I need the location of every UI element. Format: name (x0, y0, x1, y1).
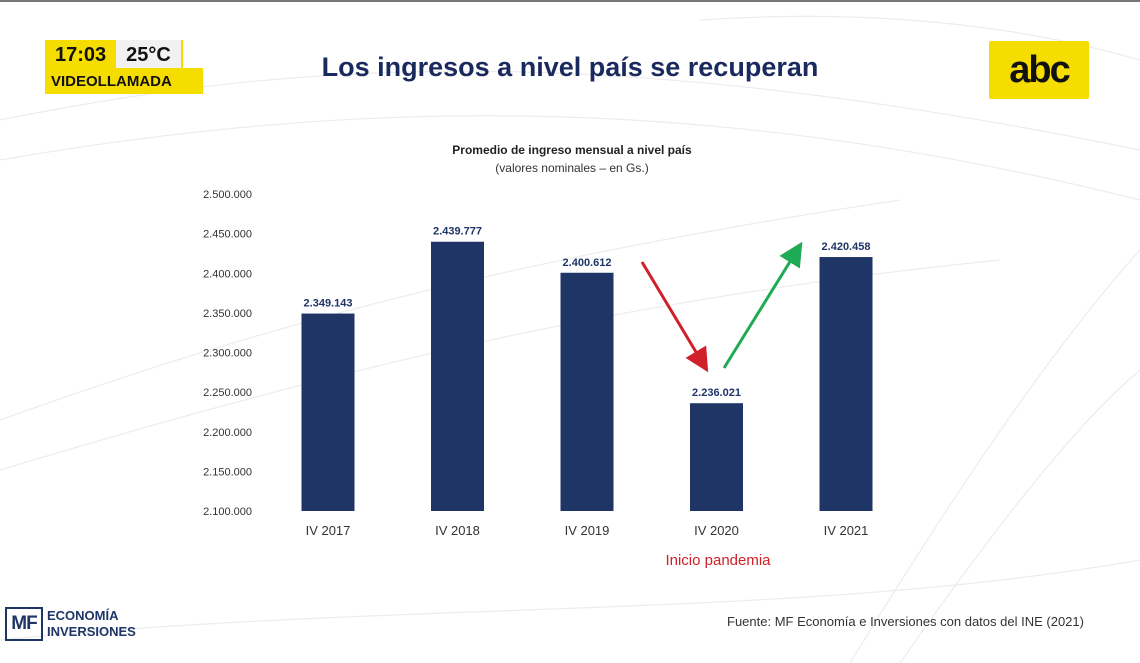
pandemic-annotation: Inicio pandemia (665, 552, 771, 569)
x-tick-label: IV 2019 (565, 523, 610, 538)
y-tick-label: 2.450.000 (203, 229, 252, 241)
bar (819, 257, 873, 511)
x-tick-label: IV 2020 (694, 523, 739, 538)
source-note: Fuente: MF Economía e Inversiones con da… (727, 614, 1084, 629)
recovery-arrow (722, 241, 803, 369)
temperature-display: 25°C (116, 40, 183, 68)
x-tick-label: IV 2017 (306, 523, 351, 538)
bar (690, 403, 743, 511)
y-tick-label: 2.250.000 (203, 387, 252, 399)
mf-logo-mark: MF (5, 607, 43, 641)
y-tick-label: 2.400.000 (203, 268, 252, 280)
abc-logo: abc (989, 41, 1089, 99)
y-tick-label: 2.150.000 (203, 466, 252, 478)
mf-logo-line2: INVERSIONES (47, 624, 136, 639)
x-tick-label: IV 2021 (824, 523, 869, 538)
y-tick-label: 2.300.000 (203, 348, 252, 360)
top-border (0, 0, 1140, 2)
bar (301, 313, 355, 511)
data-label: 2.236.021 (692, 387, 741, 399)
bar (560, 272, 614, 511)
y-tick-label: 2.500.000 (203, 189, 252, 201)
abc-logo-text: abc (1009, 49, 1071, 91)
data-label: 2.439.777 (433, 226, 482, 238)
y-tick-label: 2.200.000 (203, 427, 252, 439)
decline-arrow (640, 261, 709, 373)
broadcast-badge: 17:03 25°C VIDEOLLAMADA (45, 40, 203, 94)
time-display: 17:03 (45, 40, 117, 68)
chart-subtitle: (valores nominales – en Gs.) (495, 161, 648, 175)
y-tick-label: 2.100.000 (203, 506, 252, 518)
y-tick-label: 2.350.000 (203, 308, 252, 320)
videollamada-label: VIDEOLLAMADA (45, 68, 203, 94)
mf-logo-line1: ECONOMÍA (47, 608, 119, 623)
data-label: 2.349.143 (304, 298, 353, 310)
slide-title: Los ingresos a nivel país se recuperan (321, 52, 819, 82)
chart-title: Promedio de ingreso mensual a nivel país (452, 143, 692, 157)
data-label: 2.420.458 (822, 241, 871, 253)
mf-logo: MF ECONOMÍA INVERSIONES (5, 607, 136, 641)
x-tick-label: IV 2018 (435, 523, 480, 538)
data-label: 2.400.612 (563, 257, 612, 269)
bar (431, 241, 484, 511)
